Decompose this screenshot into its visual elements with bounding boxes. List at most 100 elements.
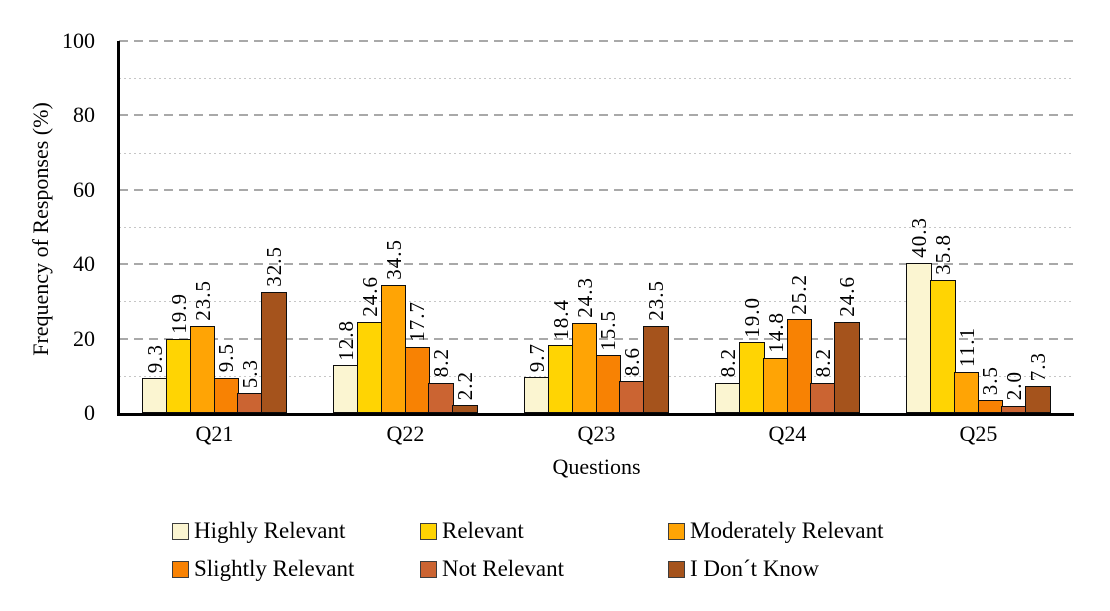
data-label-Q23-s3: 15.5	[596, 309, 621, 351]
bar-Q21-s0	[142, 378, 168, 413]
legend-swatch-icon	[420, 560, 437, 578]
data-label-Q22-s3: 17.7	[405, 301, 430, 343]
bar-cell: 2.2	[452, 371, 478, 413]
major-gridline-80	[119, 114, 1074, 117]
data-label-Q22-s0: 12.8	[334, 319, 359, 361]
plot-area: 9.3 19.9 23.5 9.5 5.3 32.5 12.8 24.6 34.5 17.7 8.2…	[119, 40, 1074, 413]
bar-cell: 9.3	[142, 344, 168, 413]
bar-Q25-s4	[1001, 405, 1027, 413]
data-label-Q25-s2: 11.1	[954, 326, 979, 367]
bar-cell: 9.5	[213, 343, 240, 413]
bar-cell: 12.8	[333, 320, 359, 413]
bar-Q21-s3	[213, 377, 240, 413]
data-label-Q22-s2: 34.5	[381, 238, 406, 280]
legend-label: Highly Relevant	[194, 518, 346, 543]
bar-Q24-s3	[786, 319, 813, 413]
data-label-Q23-s4: 8.6	[620, 346, 645, 377]
data-label-Q21-s3: 9.5	[214, 343, 239, 373]
legend-label: Slightly Relevant	[194, 556, 355, 581]
legend-item-6: I Don´t Know	[668, 555, 819, 583]
legend-swatch-icon	[668, 522, 685, 540]
data-label-Q25-s3: 3.5	[978, 365, 1003, 395]
bar-Q25-s2	[953, 371, 980, 413]
y-tick-label-80: 80	[73, 102, 95, 128]
y-tick-label-100: 100	[62, 28, 95, 53]
bar-Q23-s4	[619, 381, 645, 413]
bar-cell: 14.8	[762, 312, 789, 413]
bar-cell: 18.4	[548, 299, 574, 413]
bar-cell: 34.5	[380, 238, 407, 413]
bar-Q24-s1	[739, 342, 765, 413]
minor-gridline-70	[119, 152, 1074, 154]
bar-cell: 17.7	[404, 301, 431, 413]
data-label-Q25-s4: 2.0	[1002, 371, 1027, 401]
bar-cell: 32.5	[261, 246, 287, 413]
bar-Q24-s0	[715, 382, 741, 413]
minor-gridline-50	[119, 227, 1074, 228]
x-axis-title: Questions	[552, 454, 641, 479]
bar-Q22-s5	[452, 404, 478, 413]
bar-Q25-s3	[977, 399, 1004, 413]
bar-cell: 8.2	[428, 348, 454, 413]
minor-gridline-30	[119, 301, 1074, 303]
legend-swatch-icon	[172, 560, 189, 578]
bar-cell: 40.3	[906, 217, 932, 413]
data-label-Q23-s0: 9.7	[525, 342, 550, 372]
bar-Q21-s2	[189, 325, 216, 413]
y-tick-label-0: 0	[84, 400, 95, 425]
bar-cell: 7.3	[1025, 352, 1051, 413]
legend-item-3: Moderately Relevant	[668, 517, 884, 545]
y-tick-label-20: 20	[73, 325, 95, 351]
x-tick-label-Q22: Q22	[386, 421, 425, 446]
major-gridline-100	[119, 40, 1074, 42]
data-label-Q25-s5: 7.3	[1025, 351, 1050, 381]
legend-label: Not Relevant	[442, 556, 564, 581]
bar-Q23-s3	[595, 355, 622, 413]
data-label-Q21-s5: 32.5	[261, 246, 286, 288]
legend-swatch-icon	[172, 522, 189, 540]
major-gridline-60	[119, 188, 1074, 191]
bar-group-Q23: 9.7 18.4 24.3 15.5 8.6 23.5	[501, 41, 692, 413]
bar-cell: 8.6	[619, 347, 645, 413]
bar-Q23-s2	[571, 322, 598, 413]
bar-cell: 8.2	[810, 348, 836, 413]
bar-cell: 24.3	[571, 277, 598, 413]
bar-cell: 3.5	[977, 365, 1004, 413]
y-axis-line	[117, 41, 120, 415]
legend-label: I Don´t Know	[690, 556, 820, 581]
data-label-Q24-s3: 25.2	[787, 273, 812, 315]
bar-Q22-s3	[404, 347, 431, 413]
bar-Q21-s4	[237, 393, 263, 413]
data-label-Q25-s0: 40.3	[907, 217, 932, 259]
y-tick-label-60: 60	[73, 176, 95, 202]
bar-Q22-s2	[380, 284, 407, 413]
minor-gridline-90	[119, 78, 1074, 80]
bar-Q24-s2	[762, 357, 789, 413]
bar-group-Q21: 9.3 19.9 23.5 9.5 5.3 32.5	[119, 41, 310, 413]
legend-item-2: Relevant	[420, 517, 524, 545]
bar-cell: 35.8	[930, 234, 956, 413]
bar-Q21-s5	[261, 292, 287, 413]
x-tick-label-Q23: Q23	[577, 421, 616, 446]
data-label-Q25-s1: 35.8	[930, 234, 955, 275]
bar-Q22-s0	[333, 365, 359, 413]
bar-Q22-s1	[357, 321, 383, 413]
bar-cell: 11.1	[953, 326, 980, 413]
data-label-Q23-s5: 23.5	[643, 279, 668, 321]
legend-label: Moderately Relevant	[690, 518, 884, 543]
bar-group-Q22: 12.8 24.6 34.5 17.7 8.2 2.2	[310, 41, 501, 413]
legend-label: Relevant	[442, 518, 524, 543]
data-label-Q22-s5: 2.2	[452, 370, 477, 400]
data-label-Q23-s1: 18.4	[548, 298, 573, 340]
data-label-Q22-s4: 8.2	[429, 348, 454, 378]
data-label-Q21-s4: 5.3	[238, 359, 263, 389]
bar-Q25-s1	[930, 279, 956, 413]
bar-cell: 19.0	[739, 297, 765, 413]
x-tick-label-Q21: Q21	[195, 421, 234, 446]
legend-item-4: Slightly Relevant	[172, 555, 354, 583]
bar-cell: 9.7	[524, 343, 550, 413]
legend-item-5: Not Relevant	[420, 555, 564, 583]
bar-cell: 8.2	[715, 348, 741, 413]
legend-swatch-icon	[668, 560, 685, 578]
